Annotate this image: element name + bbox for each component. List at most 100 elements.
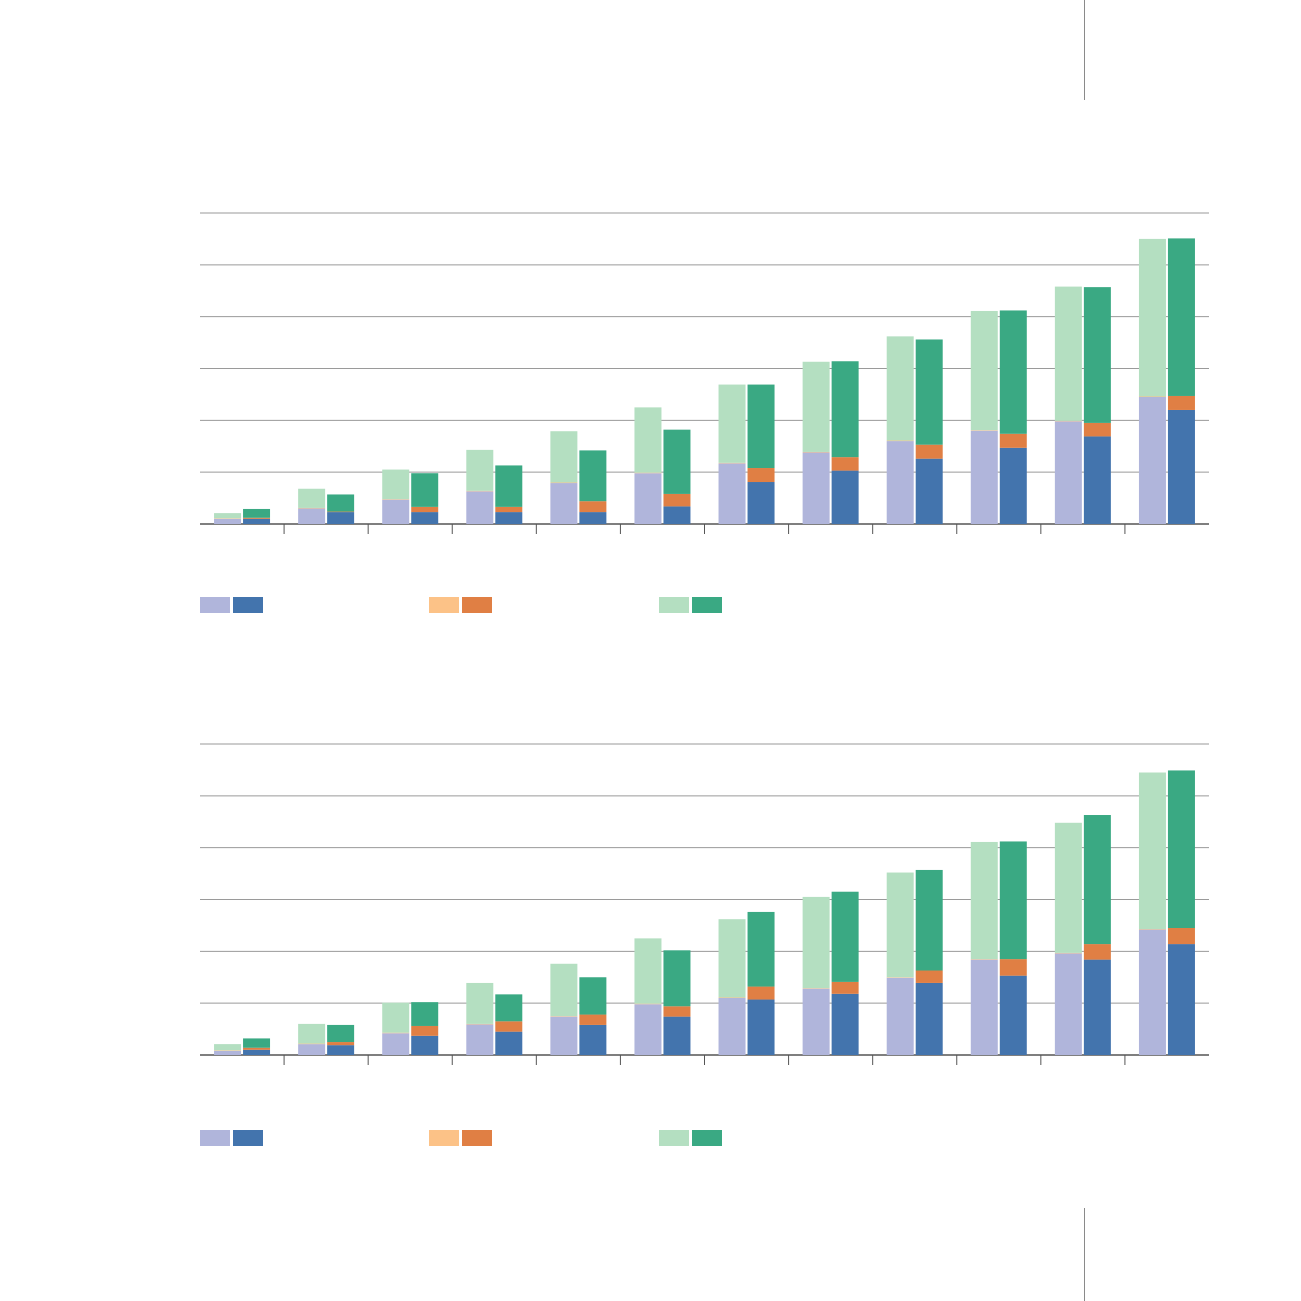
bar-segment-blue-light-1 [214, 1050, 242, 1055]
bar-segment-blue-dark-5 [579, 1024, 607, 1055]
bar-segment-orange-dark-11 [1083, 422, 1111, 437]
bar-segment-green-light-2 [298, 488, 326, 508]
bar-segment-blue-light-4 [466, 491, 494, 524]
bar-segment-green-light-10 [970, 841, 998, 960]
bar-segment-green-light-9 [886, 872, 914, 978]
bar-segment-orange-dark-9 [915, 970, 943, 983]
bar-segment-orange-dark-2 [327, 511, 355, 513]
bar-segment-blue-light-5 [550, 1016, 578, 1055]
bar-segment-blue-light-12 [1138, 397, 1166, 524]
legend-item-blue [200, 597, 272, 613]
chart-bottom [200, 743, 1209, 1065]
bar-segment-orange-light-6 [634, 472, 662, 474]
bar-segment-orange-dark-10 [999, 433, 1027, 448]
bar-segment-green-dark-9 [915, 339, 943, 445]
bar-segment-green-light-6 [634, 938, 662, 1004]
bar-segment-orange-dark-6 [663, 1006, 691, 1017]
bar-segment-orange-dark-8 [831, 981, 859, 994]
bar-segment-green-light-11 [1054, 286, 1082, 421]
green-light-swatch [659, 1130, 689, 1146]
bar-segment-blue-dark-6 [663, 1016, 691, 1055]
bar-segment-blue-dark-2 [327, 512, 355, 524]
bar-segment-green-dark-8 [831, 361, 859, 458]
bar-segment-green-light-12 [1138, 238, 1166, 397]
bar-segment-green-dark-4 [495, 994, 523, 1022]
blue-dark-swatch [233, 1130, 263, 1146]
bar-segment-orange-light-5 [550, 1016, 578, 1017]
bar-segment-green-dark-3 [411, 473, 439, 507]
bar-segment-green-dark-5 [579, 977, 607, 1015]
bar-segment-blue-dark-10 [999, 447, 1027, 524]
bar-segment-orange-light-11 [1054, 952, 1082, 954]
bar-segment-orange-light-8 [802, 451, 830, 453]
bottom-crop-mark [1084, 1208, 1085, 1301]
bar-segment-orange-dark-8 [831, 457, 859, 471]
bar-segment-orange-light-3 [382, 1032, 410, 1034]
bar-segment-blue-dark-12 [1167, 944, 1195, 1055]
bar-segment-blue-light-1 [214, 518, 242, 524]
bar-segment-orange-dark-12 [1167, 395, 1195, 410]
bar-segment-orange-light-3 [382, 499, 410, 500]
bar-segment-blue-light-10 [970, 430, 998, 524]
bar-segment-orange-light-9 [886, 977, 914, 978]
legend-item-blue [200, 1130, 272, 1146]
bar-segment-green-light-1 [214, 1044, 242, 1051]
bar-segment-green-dark-12 [1167, 770, 1195, 929]
legend-item-orange [429, 1130, 501, 1146]
bar-segment-orange-dark-4 [495, 506, 523, 513]
bar-segment-green-light-3 [382, 1002, 410, 1033]
bar-segment-green-dark-1 [243, 508, 271, 518]
bar-segment-orange-dark-12 [1167, 928, 1195, 945]
bar-segment-blue-dark-9 [915, 982, 943, 1055]
bar-segment-orange-light-9 [886, 440, 914, 442]
bar-segment-blue-light-3 [382, 499, 410, 524]
legend-item-orange [429, 597, 501, 613]
bar-segment-orange-dark-5 [579, 501, 607, 513]
bar-segment-blue-light-3 [382, 1033, 410, 1055]
bar-segment-green-light-3 [382, 469, 410, 500]
bar-segment-orange-light-4 [466, 1023, 494, 1025]
bar-segment-orange-dark-7 [747, 468, 775, 483]
bar-segment-orange-dark-3 [411, 506, 439, 513]
bar-segment-orange-light-8 [802, 988, 830, 989]
bar-segment-orange-light-2 [298, 507, 326, 509]
bar-segment-green-light-8 [802, 361, 830, 452]
bar-segment-blue-dark-11 [1083, 436, 1111, 524]
bar-segment-green-light-5 [550, 431, 578, 483]
bar-segment-green-light-2 [298, 1023, 326, 1044]
bar-segment-blue-light-7 [718, 997, 746, 1055]
bar-segment-blue-light-11 [1054, 421, 1082, 524]
bar-segment-blue-dark-2 [327, 1045, 355, 1055]
bar-segment-blue-light-10 [970, 959, 998, 1055]
bar-segment-green-dark-7 [747, 384, 775, 469]
blue-light-swatch [200, 1130, 230, 1146]
bar-segment-green-dark-10 [999, 841, 1027, 960]
bar-segment-orange-light-6 [634, 1003, 662, 1005]
bar-segment-blue-dark-8 [831, 993, 859, 1055]
bar-segment-green-light-4 [466, 449, 494, 491]
bar-segment-orange-light-7 [718, 997, 746, 998]
orange-light-swatch [429, 597, 459, 613]
bar-segment-orange-dark-5 [579, 1014, 607, 1025]
bar-segment-blue-dark-12 [1167, 409, 1195, 524]
bar-segment-blue-light-12 [1138, 929, 1166, 1055]
bar-segment-blue-dark-1 [243, 518, 271, 524]
bar-segment-orange-light-12 [1138, 396, 1166, 398]
bar-segment-blue-dark-3 [411, 1035, 439, 1055]
bar-segment-green-light-4 [466, 982, 494, 1024]
legend-item-green [659, 1130, 731, 1146]
blue-dark-swatch [233, 597, 263, 613]
bar-segment-blue-dark-9 [915, 458, 943, 524]
bar-segment-green-dark-10 [999, 310, 1027, 434]
bar-segment-blue-dark-7 [747, 999, 775, 1055]
bar-segment-blue-dark-4 [495, 512, 523, 524]
bar-segment-green-dark-3 [411, 1002, 439, 1026]
bar-segment-green-light-8 [802, 896, 830, 989]
orange-dark-swatch [462, 597, 492, 613]
bar-segment-blue-light-8 [802, 988, 830, 1055]
bar-segment-blue-light-9 [886, 977, 914, 1055]
bar-segment-blue-light-11 [1054, 953, 1082, 1055]
bar-segment-orange-light-12 [1138, 929, 1166, 930]
green-dark-swatch [692, 1130, 722, 1146]
bar-segment-green-light-5 [550, 963, 578, 1017]
